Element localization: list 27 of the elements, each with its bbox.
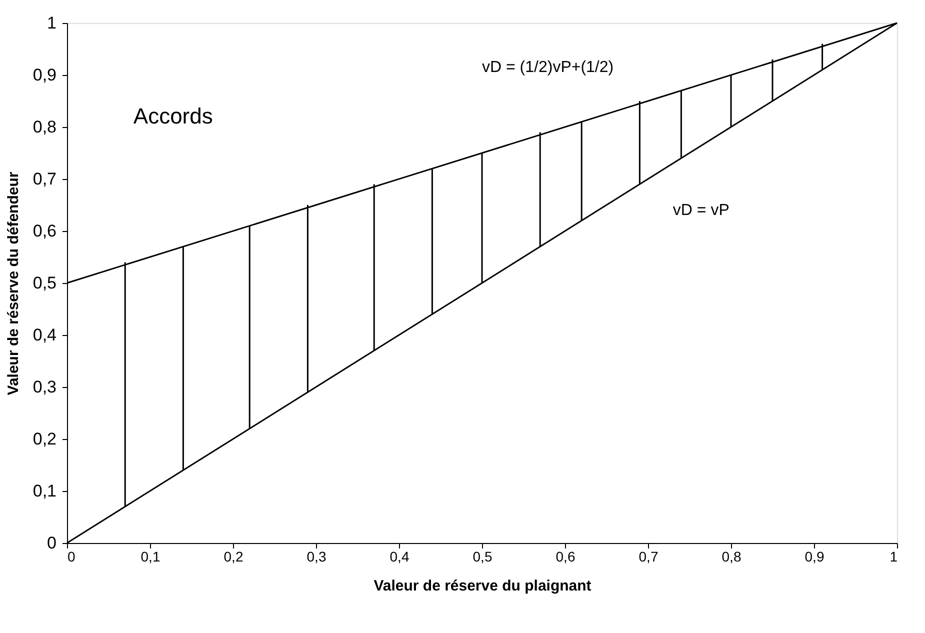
y-tick-label: 0,9 — [32, 66, 56, 84]
x-tick-label: 0,1 — [140, 548, 160, 564]
y-axis-title: Valeur de réserve du défendeur — [4, 172, 22, 396]
annotation: Accords — [133, 104, 213, 129]
x-axis-title: Valeur de réserve du plaignant — [374, 578, 592, 594]
y-tick-label: 0,2 — [32, 430, 56, 448]
annotation: vD = (1/2)vP+(1/2) — [482, 59, 614, 76]
y-tick-label: 0,8 — [32, 118, 56, 136]
x-tick-label: 0,4 — [390, 548, 410, 564]
y-tick-label: 0 — [47, 534, 56, 552]
y-tick-label: 1 — [47, 14, 56, 32]
x-tick-label: 0,3 — [306, 548, 326, 564]
x-tick-label: 0 — [68, 548, 76, 564]
y-tick-label: 0,1 — [32, 482, 56, 500]
x-tick-label: 1 — [890, 548, 898, 564]
y-tick-label: 0,5 — [32, 274, 56, 292]
x-tick-label: 0,2 — [224, 548, 244, 564]
y-tick-label: 0,4 — [32, 326, 56, 344]
annotation: vD = vP — [672, 202, 730, 220]
y-tick-label: 0,7 — [32, 170, 56, 188]
x-tick-label: 0,5 — [472, 548, 492, 564]
x-tick-label: 0,7 — [638, 548, 658, 564]
x-tick-label: 0,9 — [804, 548, 824, 564]
y-tick-label: 0,3 — [32, 378, 56, 396]
x-tick-label: 0,8 — [722, 548, 742, 564]
y-tick-label: 0,6 — [32, 222, 56, 240]
x-tick-label: 0,6 — [556, 548, 576, 564]
